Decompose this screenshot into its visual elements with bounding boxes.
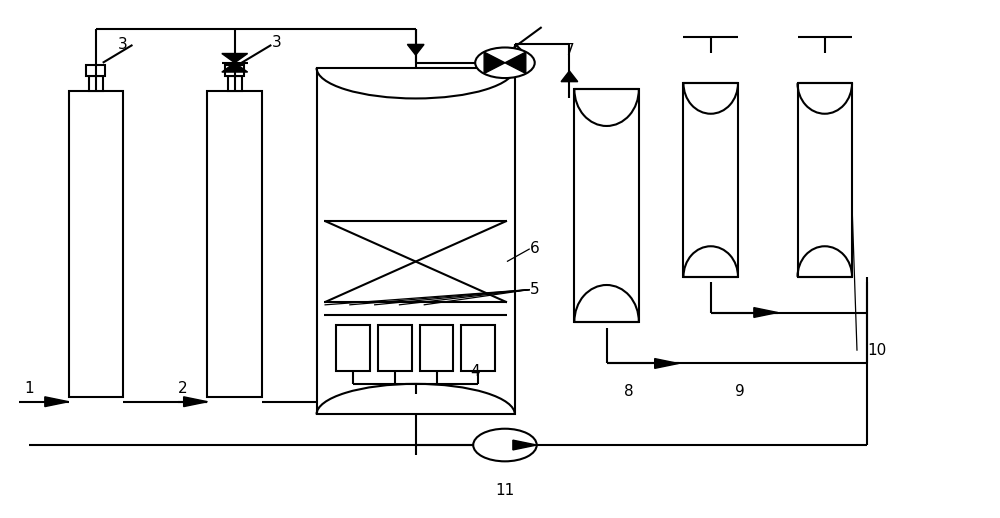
Polygon shape (222, 53, 248, 63)
Text: 11: 11 (495, 483, 515, 498)
Bar (461, 325, 495, 371)
Circle shape (473, 429, 537, 462)
Text: 8: 8 (624, 384, 634, 399)
Polygon shape (222, 63, 248, 72)
Polygon shape (407, 45, 424, 55)
Bar (336, 325, 370, 371)
Text: 3: 3 (272, 35, 282, 50)
Text: 10: 10 (867, 343, 886, 358)
Polygon shape (754, 308, 778, 318)
Text: 9: 9 (735, 384, 745, 399)
Bar (228, 76, 242, 91)
Bar (225, 65, 244, 76)
Polygon shape (484, 52, 505, 74)
Text: 6: 6 (530, 241, 540, 256)
Polygon shape (184, 397, 207, 407)
Circle shape (475, 48, 535, 78)
Polygon shape (655, 358, 678, 368)
Text: 2: 2 (178, 381, 187, 396)
Bar (378, 325, 412, 371)
Text: 7: 7 (564, 42, 574, 57)
Polygon shape (561, 71, 578, 82)
Bar (683, 83, 738, 277)
Text: 1: 1 (24, 381, 34, 396)
Text: 5: 5 (530, 282, 539, 297)
Bar (207, 91, 262, 397)
Polygon shape (45, 397, 69, 407)
Bar (574, 89, 639, 322)
Bar (86, 65, 105, 76)
Text: 4: 4 (470, 364, 480, 379)
Bar (69, 91, 123, 397)
Bar (420, 325, 453, 371)
Bar (317, 68, 515, 414)
Polygon shape (505, 52, 526, 74)
Polygon shape (513, 440, 537, 450)
Text: 3: 3 (118, 37, 128, 52)
Bar (89, 76, 103, 91)
Bar (798, 83, 852, 277)
